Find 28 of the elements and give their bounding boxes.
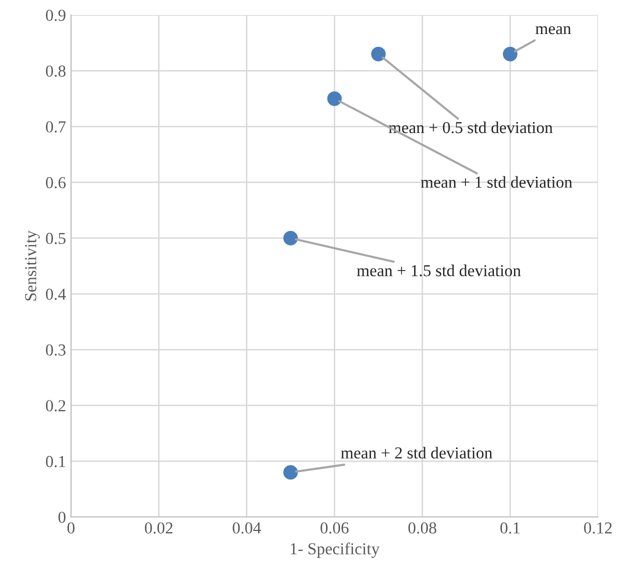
y-axis-title: Sensitivity [25, 230, 40, 301]
y-tick-label: 0.2 [46, 400, 66, 412]
x-tick-label: 0.12 [584, 522, 612, 534]
x-tick-label: 0.06 [320, 522, 349, 534]
y-tick-label: 0.1 [46, 456, 66, 468]
x-tick-label: 0.04 [232, 522, 261, 534]
y-tick-label: 0.5 [46, 232, 66, 244]
annotation: mean [536, 26, 572, 34]
y-tick-label: 0.4 [46, 288, 66, 300]
point [502, 46, 518, 62]
point [327, 91, 342, 106]
point [371, 46, 386, 62]
y-tick-label: 0.6 [46, 177, 66, 188]
annotation: mean + 2 std deviation [340, 446, 492, 459]
y-tick-label: 0 [58, 512, 66, 523]
y-tick-label: 0.8 [46, 65, 66, 77]
y-tick-label: 0.7 [46, 121, 66, 133]
y-tick-label: 0.3 [46, 344, 66, 356]
x-tick-label: 0.1 [500, 522, 520, 534]
x-axis-title: 1- Specificity [290, 542, 380, 558]
annotation: mean + 1 std deviation [420, 176, 572, 188]
point [283, 465, 298, 480]
x-tick-label: 0 [67, 522, 75, 534]
y-tick-label: 0.9 [46, 10, 66, 22]
annotation: mean + 1.5 std deviation [356, 264, 521, 276]
x-tick-label: 0.08 [408, 522, 436, 534]
x-tick-label: 0.02 [144, 522, 172, 534]
point [283, 230, 298, 246]
